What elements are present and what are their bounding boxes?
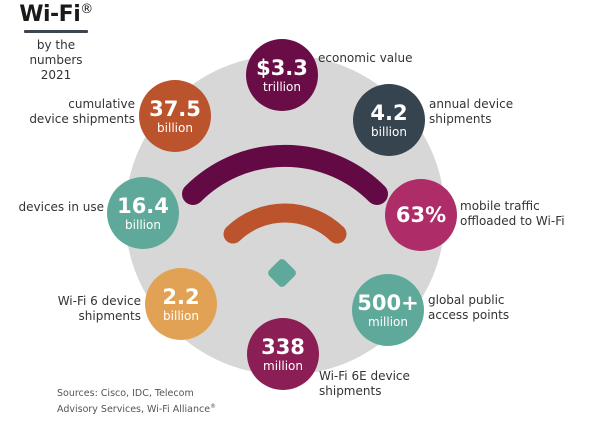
page-title: Wi-Fi® — [10, 2, 102, 27]
label-line: offloaded to Wi-Fi — [460, 214, 565, 228]
stat-label-public-access-points: global public access points — [428, 293, 509, 323]
stat-unit: billion — [157, 120, 193, 135]
stat-label-devices-in-use: devices in use — [0, 200, 104, 215]
stat-label-cumulative-shipments: cumulative device shipments — [0, 97, 135, 127]
stat-unit: trillion — [263, 79, 301, 94]
stat-label-economic-value: economic value — [318, 51, 412, 66]
stat-value: $3.3 — [256, 55, 308, 80]
subtitle-line1: by the numbers — [29, 38, 83, 67]
stat-bubble-wifi6e-shipments: 338 million — [247, 318, 319, 390]
stat-value: 4.2 — [370, 100, 408, 125]
stat-unit: billion — [163, 308, 199, 323]
stat-bubble-economic-value: $3.3 trillion — [246, 39, 318, 111]
label-line: devices in use — [18, 200, 104, 214]
registered-mark: ® — [80, 2, 93, 17]
label-line: shipments — [429, 112, 492, 126]
label-line: global public — [428, 293, 505, 307]
stat-unit: million — [368, 314, 408, 329]
wifi-outer-arc — [182, 144, 388, 205]
stat-value: 2.2 — [162, 284, 200, 309]
wifi-inner-arc — [223, 203, 347, 244]
stat-value: 500+ — [357, 290, 419, 315]
label-line: Wi-Fi 6E device — [319, 369, 410, 383]
stat-bubble-devices-in-use: 16.4 billion — [107, 177, 179, 249]
stat-unit: million — [263, 358, 303, 373]
subtitle-year: 2021 — [40, 68, 72, 82]
label-line: device shipments — [29, 112, 135, 126]
label-line: economic value — [318, 51, 413, 65]
stat-bubble-annual-shipments: 4.2 billion — [353, 84, 425, 156]
title-block: Wi-Fi® by the numbers 2021 — [10, 0, 102, 83]
title-underline — [24, 30, 88, 33]
stat-label-wifi6e-shipments: Wi-Fi 6E device shipments — [319, 369, 410, 399]
stat-label-wifi6-shipments: Wi-Fi 6 device shipments — [0, 294, 141, 324]
stat-bubble-cumulative-shipments: 37.5 billion — [139, 80, 211, 152]
stat-value: 16.4 — [117, 193, 169, 218]
title-text: Wi-Fi — [19, 2, 81, 27]
stat-bubble-public-access-points: 500+ million — [352, 274, 424, 346]
registered-mark: ® — [210, 403, 217, 410]
stat-unit: billion — [371, 124, 407, 139]
label-line: cumulative — [68, 97, 135, 111]
label-line: shipments — [78, 309, 141, 323]
stat-bubble-mobile-traffic: 63% — [385, 179, 457, 251]
sources-line1: Sources: Cisco, IDC, Telecom — [57, 388, 194, 399]
label-line: Wi-Fi 6 device — [57, 294, 141, 308]
label-line: annual device — [429, 97, 514, 111]
label-line: access points — [428, 308, 510, 322]
stat-value: 338 — [261, 334, 305, 359]
stat-unit: billion — [125, 217, 161, 232]
stat-value: 63% — [395, 203, 447, 227]
wifi-dot — [268, 259, 296, 287]
sources-note: Sources: Cisco, IDC, Telecom Advisory Se… — [57, 387, 216, 416]
stat-value: 37.5 — [149, 96, 201, 121]
stat-label-mobile-traffic: mobile traffic offloaded to Wi-Fi — [460, 199, 565, 229]
label-line: mobile traffic — [460, 199, 540, 213]
label-line: shipments — [319, 384, 382, 398]
stat-bubble-wifi6-shipments: 2.2 billion — [145, 268, 217, 340]
sources-line2: Advisory Services, Wi-Fi Alliance® — [57, 400, 216, 416]
stat-label-annual-shipments: annual device shipments — [429, 97, 513, 127]
sources-line2-text: Advisory Services, Wi-Fi Alliance — [57, 404, 211, 416]
